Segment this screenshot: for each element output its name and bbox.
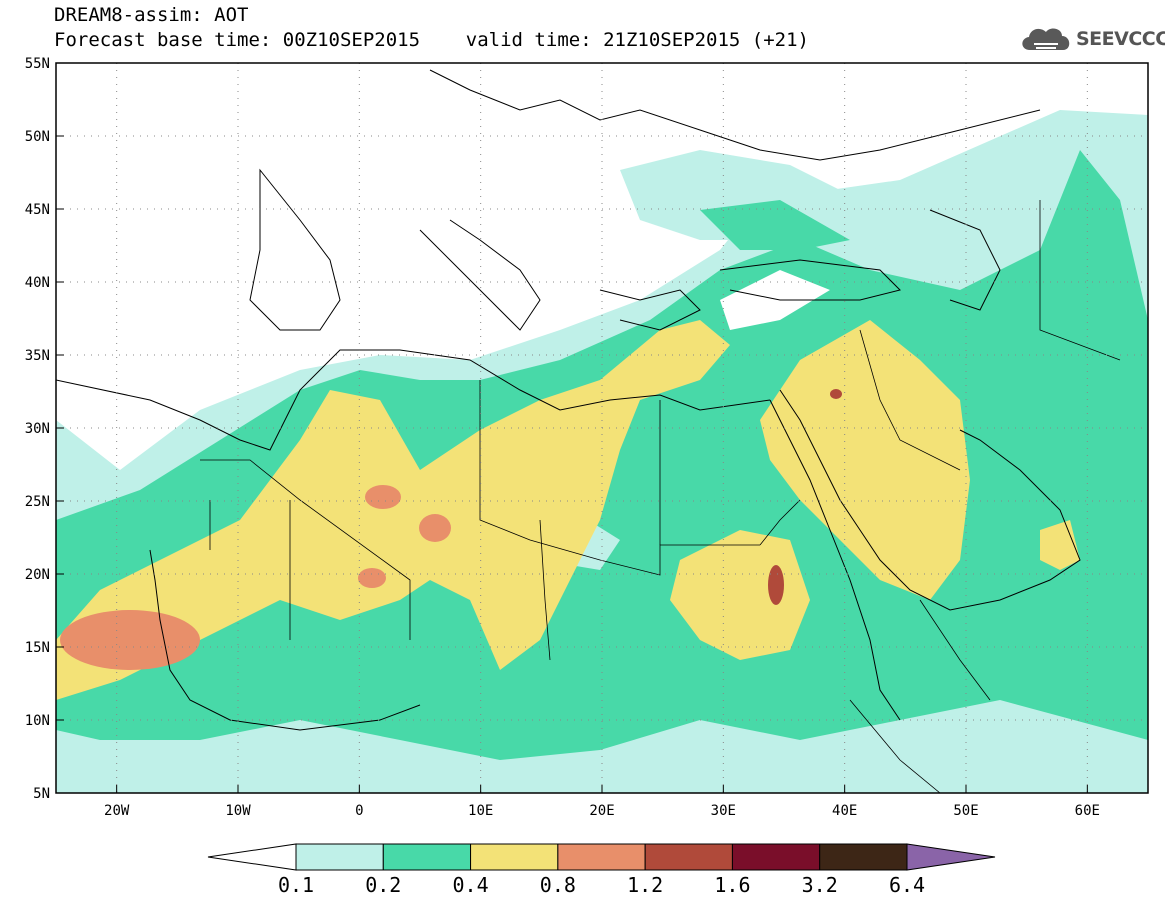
aot-patch-0.8-algeria1 bbox=[365, 485, 401, 509]
colorbar-label: 0.8 bbox=[540, 873, 576, 897]
aot-patch-0.8-sudan bbox=[768, 565, 784, 605]
lat-label: 50N bbox=[25, 129, 50, 145]
aot-band-0.4-east bbox=[760, 320, 970, 600]
colorbar-segment bbox=[295, 843, 384, 871]
aot-patch-0.8-iraq bbox=[830, 389, 842, 399]
lat-label: 55N bbox=[25, 56, 50, 72]
colorbar-segment bbox=[731, 843, 821, 871]
colorbar-label: 1.6 bbox=[714, 873, 750, 897]
colorbar-label: 0.1 bbox=[278, 873, 314, 897]
lat-label: 30N bbox=[25, 421, 50, 437]
colorbar-label: 1.2 bbox=[627, 873, 663, 897]
latitude-labels: 5N 10N 15N 20N 25N 30N 35N 40N 45N 50N 55N bbox=[25, 56, 64, 802]
seevccc-logo: SEEVCCC bbox=[1018, 22, 1165, 56]
lat-label: 40N bbox=[25, 275, 50, 291]
gridlines bbox=[56, 63, 1148, 793]
colorbar-label: 3.2 bbox=[802, 873, 838, 897]
lon-label: 60E bbox=[1075, 803, 1100, 819]
lon-label: 30E bbox=[711, 803, 736, 819]
colorbar-label: 6.4 bbox=[889, 873, 925, 897]
lon-label: 20E bbox=[589, 803, 614, 819]
colorbar-low-arrow bbox=[207, 843, 297, 871]
longitude-labels: 20W 10W 0 10E 20E 30E 40E 50E 60E bbox=[104, 785, 1100, 819]
aot-band-0.4-oman bbox=[1040, 520, 1080, 570]
lon-label: 40E bbox=[832, 803, 857, 819]
colorbar-segment bbox=[819, 843, 908, 871]
cloud-icon bbox=[1022, 28, 1070, 50]
coastlines bbox=[56, 69, 1081, 731]
lat-label: 15N bbox=[25, 640, 50, 656]
aot-contours bbox=[56, 63, 1148, 793]
lat-label: 35N bbox=[25, 348, 50, 364]
aot-patch-0.8-algeria2 bbox=[419, 514, 451, 542]
map-title: DREAM8-assim: AOT bbox=[54, 4, 249, 26]
aot-band-0.4 bbox=[56, 320, 730, 700]
lat-label: 10N bbox=[25, 713, 50, 729]
aot-patch-0.8-mali bbox=[358, 568, 386, 588]
colorbar-segment bbox=[382, 843, 472, 871]
lon-label: 20W bbox=[104, 803, 130, 819]
colorbar-high-arrow bbox=[906, 843, 996, 871]
lat-label: 20N bbox=[25, 567, 50, 583]
lon-label: 10W bbox=[225, 803, 251, 819]
clear-area-turkey bbox=[720, 270, 830, 330]
colorbar-segment bbox=[470, 843, 559, 871]
colorbar-segment bbox=[644, 843, 733, 871]
lat-label: 45N bbox=[25, 202, 50, 218]
aot-band-0.4-sudan bbox=[670, 530, 810, 660]
lon-label: 50E bbox=[953, 803, 978, 819]
lon-label: 10E bbox=[468, 803, 493, 819]
lon-label: 0 bbox=[355, 803, 363, 819]
lat-label: 25N bbox=[25, 494, 50, 510]
aot-band-0.2-north bbox=[700, 200, 850, 250]
colorbar-segment bbox=[557, 843, 646, 871]
colorbar-label: 0.2 bbox=[365, 873, 401, 897]
lat-label: 5N bbox=[33, 786, 50, 802]
country-borders bbox=[200, 200, 1121, 793]
logo-text: SEEVCCC bbox=[1076, 28, 1165, 50]
aot-patch-0.8-senegal bbox=[60, 610, 200, 670]
aot-colorbar: 0.1 0.2 0.4 0.8 1.2 1.6 3.2 6.4 bbox=[207, 843, 996, 897]
forecast-time-subtitle: Forecast base time: 00Z10SEP2015 valid t… bbox=[54, 29, 809, 51]
colorbar-label: 0.4 bbox=[453, 873, 489, 897]
